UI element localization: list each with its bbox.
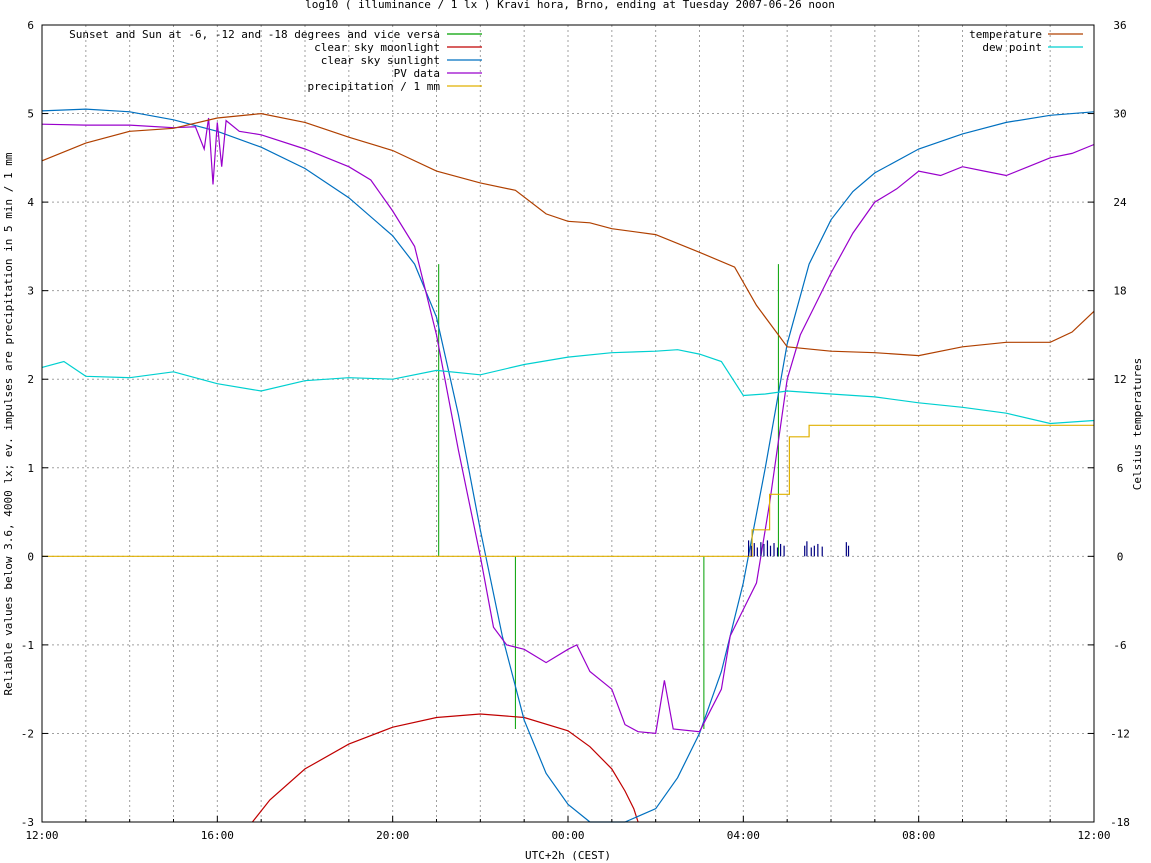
legend-label: clear sky sunlight — [321, 54, 440, 67]
x-tick-label: 08:00 — [902, 829, 935, 842]
x-tick-label: 20:00 — [376, 829, 409, 842]
y2-tick-label: 24 — [1113, 196, 1127, 209]
x-axis-label: UTC+2h (CEST) — [525, 849, 611, 862]
y-axis-label: Reliable values below 3.6, 4000 lx; ev. … — [2, 152, 15, 695]
y-tick-label: 3 — [27, 285, 34, 298]
y-tick-label: 0 — [27, 550, 34, 563]
y-tick-label: 1 — [27, 462, 34, 475]
y2-tick-label: 12 — [1113, 373, 1126, 386]
x-tick-label: 12:00 — [25, 829, 58, 842]
legend-label: dew point — [982, 41, 1042, 54]
legend-label: temperature — [969, 28, 1042, 41]
y2-tick-label: 18 — [1113, 285, 1126, 298]
series-clear — [251, 713, 639, 823]
series-dew — [41, 349, 1095, 425]
y-tick-label: 2 — [27, 373, 34, 386]
y-tick-label: 6 — [27, 19, 34, 32]
legend-label: PV data — [394, 67, 440, 80]
y2-tick-label: 36 — [1113, 19, 1126, 32]
legend: Sunset and Sun at -6, -12 and -18 degree… — [69, 28, 1083, 93]
y2-tick-label: 0 — [1117, 550, 1124, 563]
x-tick-label: 12:00 — [1077, 829, 1110, 842]
chart-title: log10 ( illuminance / 1 lx ) Kravi hora,… — [305, 0, 835, 11]
y2-axis-label: Celsius temperatures — [1131, 358, 1144, 490]
y2-tick-label: 6 — [1117, 462, 1124, 475]
x-tick-label: 16:00 — [201, 829, 234, 842]
y2-tick-label: -12 — [1110, 727, 1130, 740]
y2-tick-label: -6 — [1113, 639, 1126, 652]
series-pv — [41, 117, 1095, 735]
y-tick-label: 4 — [27, 196, 34, 209]
legend-label: Sunset and Sun at -6, -12 and -18 degree… — [69, 28, 440, 41]
y-tick-label: 5 — [27, 108, 34, 121]
x-tick-label: 00:00 — [551, 829, 584, 842]
legend-label: precipitation / 1 mm — [308, 80, 441, 93]
series-temperature — [41, 112, 1095, 357]
legend-label: clear sky moonlight — [314, 41, 440, 54]
y2-tick-label: 30 — [1113, 108, 1126, 121]
y-tick-label: -3 — [21, 816, 34, 829]
series-sun-events — [438, 264, 779, 730]
x-tick-label: 04:00 — [727, 829, 760, 842]
y-tick-label: -2 — [21, 727, 34, 740]
y2-tick-label: -18 — [1110, 816, 1130, 829]
axis-ticks: -3 -18 -2 -12 -1 -6 0 0 1 6 2 12 3 18 4 24 5 30 6 36 12:00 16… — [21, 19, 1130, 842]
y-tick-label: -1 — [21, 639, 34, 652]
